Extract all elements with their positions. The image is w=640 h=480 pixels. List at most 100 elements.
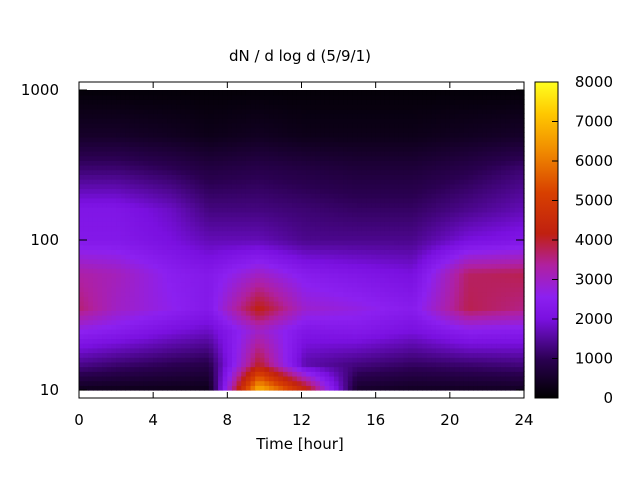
heatmap-cell [167,329,173,335]
heatmap-cell [250,249,256,255]
heatmap-cell [380,113,386,119]
heatmap-cell [269,319,275,325]
heatmap-cell [92,132,99,138]
heatmap-cell [92,286,99,293]
heatmap-cell [176,240,182,246]
heatmap-cell [343,357,349,363]
heatmap-cell [157,122,164,129]
heatmap-cell [366,319,372,325]
heatmap-cell [162,300,168,307]
heatmap-cell [236,361,242,368]
heatmap-cell [143,254,150,260]
heatmap-cell [343,296,349,302]
heatmap-cell [384,305,391,311]
heatmap-cell [208,188,215,194]
heatmap-cell [417,183,423,190]
heatmap-cell [338,150,344,157]
heatmap-cell [222,282,228,288]
heatmap-cell [171,165,177,171]
heatmap-cell [153,244,159,250]
heatmap-cell [347,338,354,344]
heatmap-cell [92,240,99,246]
heatmap-cell [384,258,391,265]
heatmap-cell [162,188,168,194]
heatmap-cell [167,216,173,222]
heatmap-cell [106,146,113,152]
heatmap-cell [403,291,409,297]
heatmap-cell [431,380,437,386]
heatmap-cell [227,310,233,316]
heatmap-cell [213,333,219,340]
heatmap-cell [102,207,108,213]
heatmap-cell [245,244,252,250]
heatmap-cell [176,150,182,157]
heatmap-cell [403,282,409,288]
heatmap-cell [352,296,358,302]
heatmap-cell [426,118,432,124]
heatmap-cell [306,113,312,119]
heatmap-cell [153,338,159,344]
heatmap-cell [306,225,312,232]
heatmap-cell [403,235,409,241]
heatmap-cell [157,277,164,283]
heatmap-cell [250,286,256,293]
heatmap-cell [199,225,205,232]
heatmap-cell [218,258,224,265]
heatmap-cell [241,347,247,354]
heatmap-cell [148,286,154,293]
heatmap-cell [199,254,205,260]
heatmap-cell [320,296,326,302]
heatmap-cell [129,160,136,166]
heatmap-cell [384,352,391,358]
heatmap-cell [320,324,326,330]
heatmap-cell [315,118,321,124]
heatmap-cell [320,305,326,311]
heatmap-cell [338,361,344,368]
heatmap-cell [157,258,164,265]
heatmap-cell [315,300,321,307]
heatmap-cell [264,225,270,232]
heatmap-cell [129,183,136,190]
heatmap-cell [398,169,405,175]
heatmap-cell [176,244,182,250]
heatmap-cell [255,118,261,124]
heatmap-cell [194,272,201,279]
heatmap-cell [213,282,219,288]
heatmap-cell [296,108,303,115]
heatmap-cell [208,193,215,199]
heatmap-cell [116,221,122,227]
heatmap-cell [125,225,131,232]
heatmap-cell [380,305,386,311]
heatmap-cell [231,127,238,133]
heatmap-cell [343,329,349,335]
heatmap-cell [301,258,307,265]
heatmap-cell [394,324,400,330]
heatmap-cell [83,94,89,100]
heatmap-cell [269,272,275,279]
heatmap-cell [227,141,233,147]
heatmap-cell [83,240,89,246]
heatmap-cell [273,254,279,260]
heatmap-cell [422,225,428,232]
heatmap-cell [380,366,386,372]
heatmap-cell [333,272,340,279]
heatmap-cell [180,132,187,138]
heatmap-cell [352,329,358,335]
heatmap-cell [176,263,182,269]
heatmap-cell [329,315,335,321]
heatmap-cell [315,286,321,293]
heatmap-cell [236,296,242,302]
heatmap-cell [185,357,191,363]
heatmap-cell [408,221,414,227]
heatmap-cell [218,225,224,232]
heatmap-cell [236,343,242,349]
heatmap-cell [315,174,321,180]
heatmap-cell [264,338,270,344]
heatmap-cell [384,329,391,335]
heatmap-cell [371,244,377,250]
heatmap-cell [79,146,85,152]
heatmap-cell [245,296,252,302]
heatmap-cell [204,179,210,185]
heatmap-cell [320,202,326,208]
heatmap-cell [190,216,196,222]
